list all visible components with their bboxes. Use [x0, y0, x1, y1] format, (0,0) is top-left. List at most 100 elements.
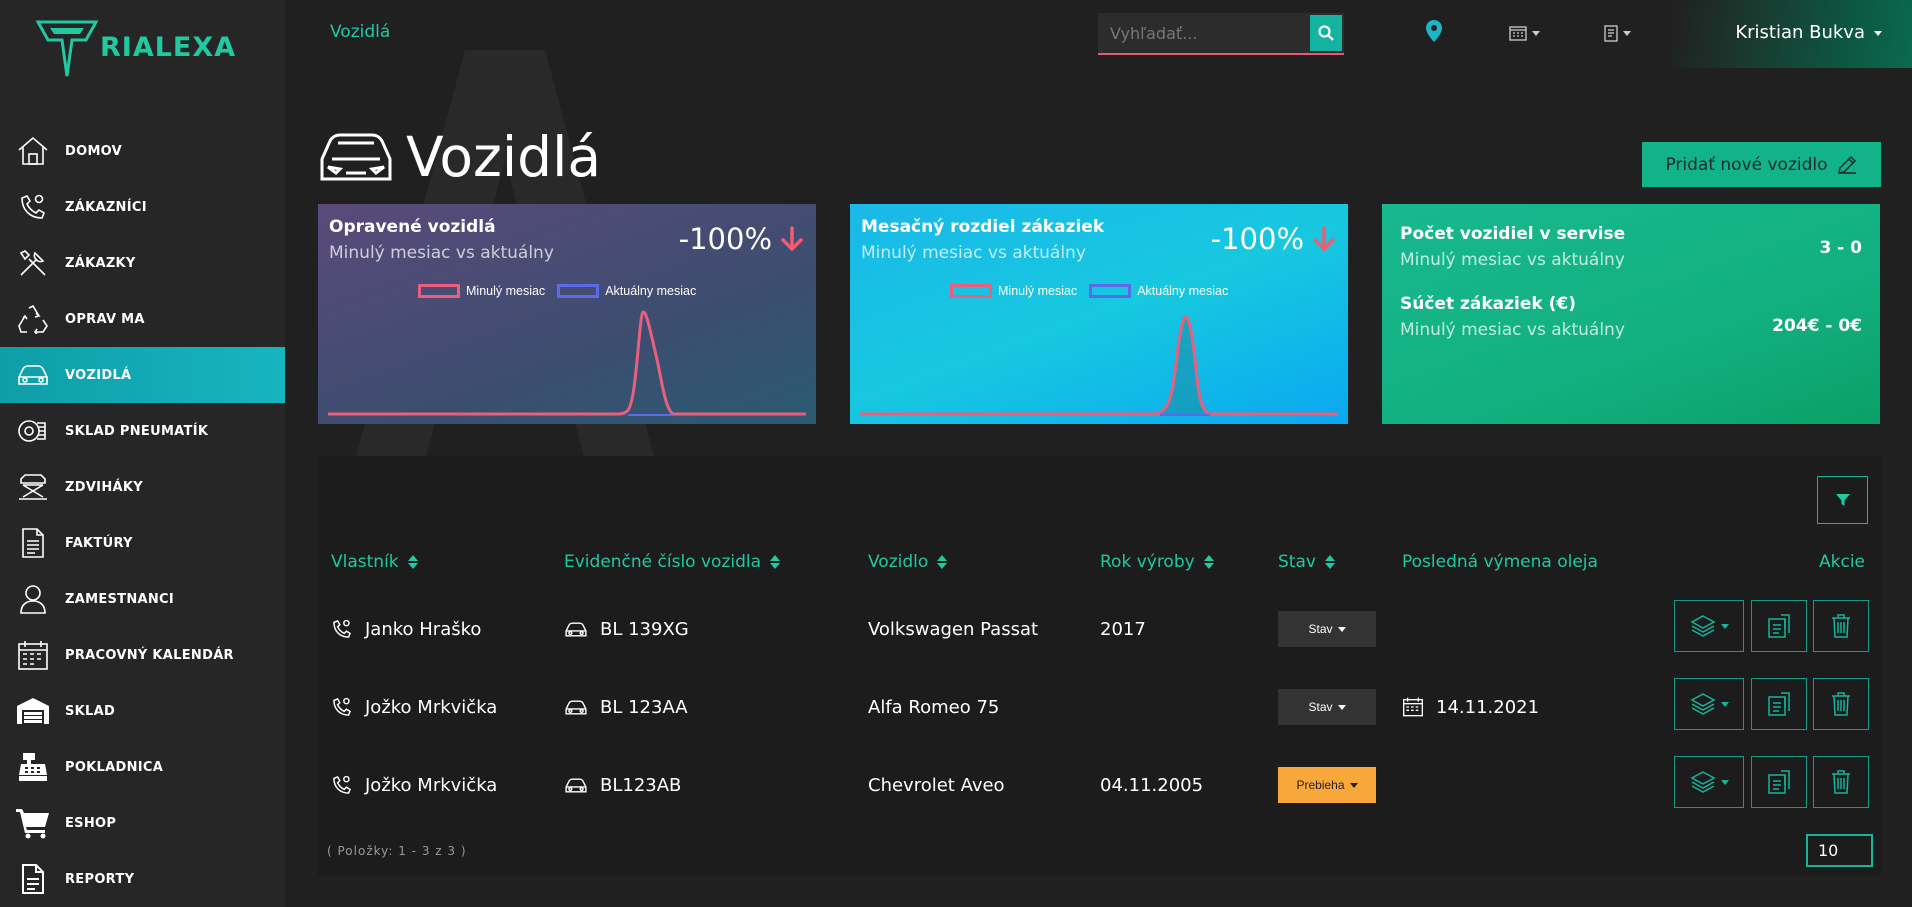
edit-document-button[interactable]	[1751, 678, 1807, 730]
filter-button[interactable]	[1817, 476, 1868, 524]
layers-dropdown-button[interactable]	[1674, 756, 1744, 808]
column-header-vehicle[interactable]: Vozidlo	[868, 552, 948, 572]
sidebar-item-opravma[interactable]: OPRAV MA	[0, 291, 285, 347]
sidebar-item-sklad[interactable]: SKLAD	[0, 683, 285, 739]
column-header-oil: Posledná výmena oleja	[1402, 552, 1598, 572]
column-header-plate[interactable]: Evidenčné číslo vozidla	[564, 552, 781, 572]
owner-cell[interactable]: Jožko Mrkvička	[331, 668, 497, 746]
sidebar-item-zdvihaky[interactable]: ZDVIHÁKY	[0, 459, 285, 515]
column-header-status[interactable]: Stav	[1278, 552, 1335, 572]
arrow-down-icon	[1313, 226, 1335, 252]
calendar-dropdown[interactable]	[1509, 26, 1540, 41]
add-vehicle-button[interactable]: Pridať nové vozidlo	[1642, 142, 1881, 187]
legend-label: Aktuálny mesiac	[605, 284, 697, 298]
sidebar-item-zamestnanci[interactable]: ZAMESTNANCI	[0, 571, 285, 627]
sidebar: RIALEXA DOMOV ZÁKAZNÍCI ZÁKAZKY	[0, 0, 285, 907]
edit-document-button[interactable]	[1751, 600, 1807, 652]
column-header-label: Stav	[1278, 552, 1316, 572]
sidebar-item-sklad-pneumatik[interactable]: SKLAD PNEUMATÍK	[0, 403, 285, 459]
search-input[interactable]	[1098, 13, 1310, 53]
recycle-icon	[16, 302, 50, 336]
status-cell: Stav	[1278, 590, 1376, 668]
legend-swatch	[950, 284, 992, 298]
year-value: 2017	[1100, 618, 1146, 640]
plate-cell[interactable]: BL 139XG	[564, 590, 689, 668]
column-header-label: Vozidlo	[868, 552, 929, 572]
sidebar-item-domov[interactable]: DOMOV	[0, 123, 285, 179]
percent-change: -100%	[679, 222, 804, 256]
column-header-label: Rok výroby	[1100, 552, 1195, 572]
search-button[interactable]	[1310, 15, 1342, 51]
status-dropdown[interactable]: Stav	[1278, 689, 1376, 725]
location-button[interactable]	[1426, 20, 1442, 42]
year-cell: 04.11.2005	[1100, 746, 1203, 824]
orders-sum-value: 204€ - 0€	[1772, 316, 1862, 336]
sidebar-item-vozidla[interactable]: VOZIDLÁ	[0, 347, 285, 403]
plate-cell[interactable]: BL 123AA	[564, 668, 688, 746]
legend-item-current[interactable]: Aktuálny mesiac	[557, 284, 696, 298]
orders-diff-card: Mesačný rozdiel zákaziek Minulý mesiac v…	[850, 204, 1348, 424]
sort-icon	[937, 555, 948, 569]
chevron-down-icon	[1720, 623, 1729, 629]
cart-icon	[16, 806, 50, 840]
vehicle-cell: Chevrolet Aveo	[868, 746, 1005, 824]
layers-icon	[1689, 615, 1716, 637]
repaired-vehicles-card: Opravené vozidlá Minulý mesiac vs aktuál…	[318, 204, 816, 424]
phone-user-icon	[333, 775, 351, 794]
breadcrumb[interactable]: Vozidlá	[330, 22, 391, 42]
legend-item-previous[interactable]: Minulý mesiac	[418, 284, 545, 298]
column-header-year[interactable]: Rok výroby	[1100, 552, 1214, 572]
status-dropdown[interactable]: Prebieha	[1278, 767, 1376, 803]
car-icon	[565, 621, 587, 637]
orders-sum-subtitle: Minulý mesiac vs aktuálny	[1400, 320, 1625, 340]
sidebar-item-reporty[interactable]: REPORTY	[0, 851, 285, 907]
sidebar-item-pokladnica[interactable]: POKLADNICA	[0, 739, 285, 795]
arrow-down-icon	[781, 226, 803, 252]
invoice-icon	[16, 526, 50, 560]
sort-icon	[1324, 555, 1335, 569]
legend-swatch	[557, 284, 600, 298]
brand-logo[interactable]: RIALEXA	[36, 18, 236, 80]
status-cell: Stav	[1278, 668, 1376, 746]
legend-item-previous[interactable]: Minulý mesiac	[950, 284, 1077, 298]
page-size-input[interactable]: 10	[1806, 834, 1873, 867]
chevron-down-icon	[1337, 626, 1346, 632]
vehicles-in-service-title: Počet vozidiel v servise	[1400, 224, 1626, 244]
phone-user-icon	[333, 697, 351, 716]
layers-dropdown-button[interactable]	[1674, 678, 1744, 730]
delete-button[interactable]	[1813, 756, 1869, 808]
calendar-icon	[16, 638, 50, 672]
service-stats-card: Počet vozidiel v servise Minulý mesiac v…	[1382, 204, 1880, 424]
owner-cell[interactable]: Jožko Mrkvička	[331, 746, 497, 824]
vehicle-name: Alfa Romeo 75	[868, 696, 1000, 718]
series-previous-line	[328, 310, 806, 416]
sidebar-item-label: ESHOP	[65, 815, 117, 831]
pagination-summary: ( Položky: 1 - 3 z 3 )	[327, 844, 467, 858]
phone-user-icon	[333, 619, 351, 638]
orders-sum-title: Súčet zákaziek (€)	[1400, 294, 1576, 314]
edit-document-button[interactable]	[1751, 756, 1807, 808]
chevron-down-icon	[1720, 701, 1729, 707]
sidebar-item-zakaznici[interactable]: ZÁKAZNÍCI	[0, 179, 285, 235]
tire-icon	[16, 414, 50, 448]
status-dropdown[interactable]: Stav	[1278, 611, 1376, 647]
sidebar-item-pracovny-kalendar[interactable]: PRACOVNÝ KALENDÁR	[0, 627, 285, 683]
user-menu[interactable]: Kristian Bukva	[1672, 0, 1912, 68]
legend-item-current[interactable]: Aktuálny mesiac	[1089, 284, 1228, 298]
table-row: Jožko Mrkvička BL 123AA Alfa Romeo 75 St…	[318, 668, 1881, 746]
sidebar-item-zakazky[interactable]: ZÁKAZKY	[0, 235, 285, 291]
sidebar-item-label: SKLAD PNEUMATÍK	[65, 423, 209, 439]
plate-cell[interactable]: BL123AB	[564, 746, 681, 824]
layers-dropdown-button[interactable]	[1674, 600, 1744, 652]
search-box	[1098, 13, 1344, 55]
delete-button[interactable]	[1813, 678, 1869, 730]
owner-cell[interactable]: Janko Hraško	[331, 590, 481, 668]
delete-button[interactable]	[1813, 600, 1869, 652]
sidebar-item-faktury[interactable]: FAKTÚRY	[0, 515, 285, 571]
column-header-owner[interactable]: Vlastník	[331, 552, 418, 572]
legend-swatch	[1089, 284, 1132, 298]
document-dropdown[interactable]	[1604, 25, 1631, 42]
sidebar-item-eshop[interactable]: ESHOP	[0, 795, 285, 851]
sidebar-item-label: REPORTY	[65, 871, 135, 887]
employee-icon	[16, 582, 50, 616]
